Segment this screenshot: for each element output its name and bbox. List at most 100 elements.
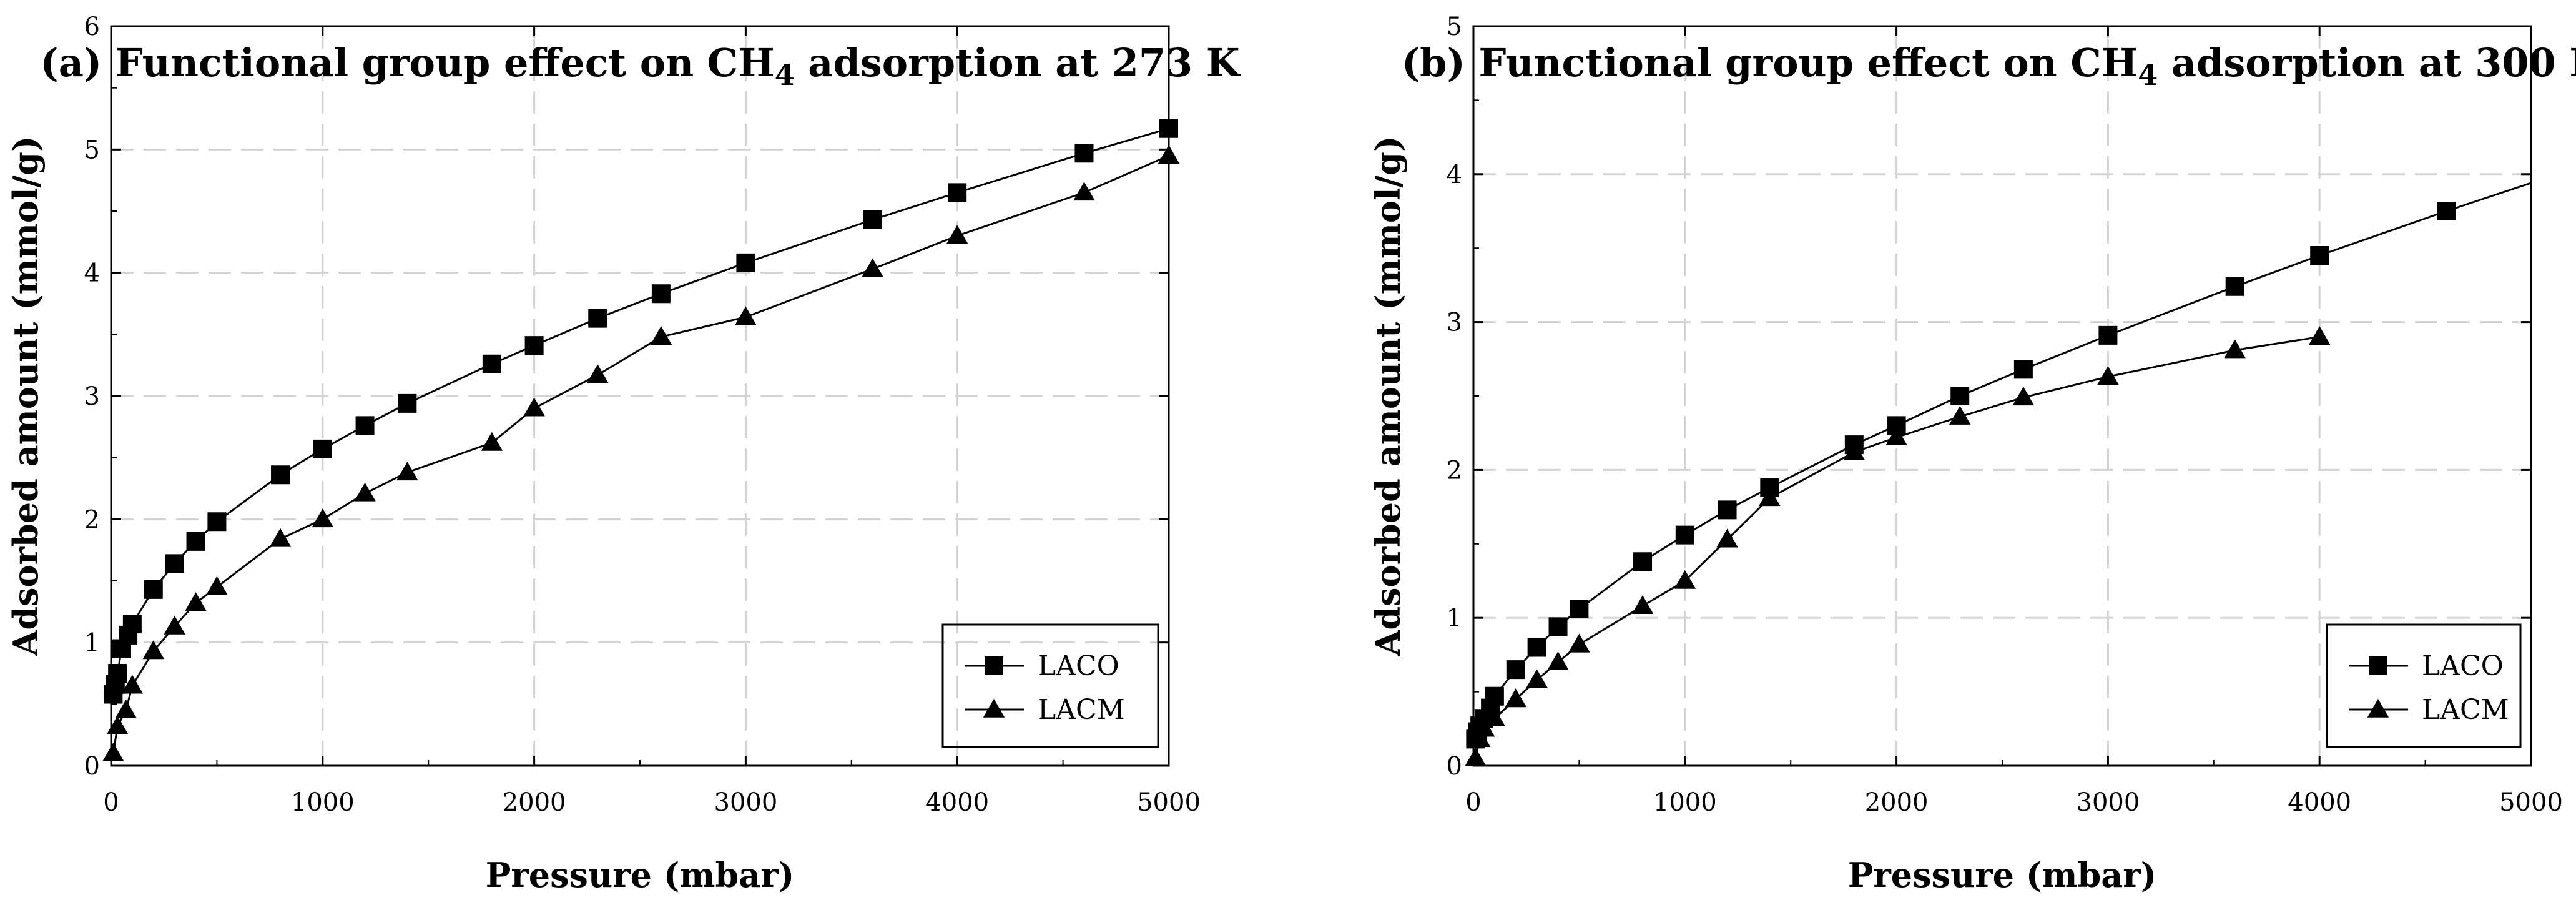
x-tick-label: 4000 <box>2288 788 2351 817</box>
lacm-data-point <box>142 640 165 660</box>
lacm-data-point <box>1949 405 1971 425</box>
laco-data-point <box>186 532 205 551</box>
laco-data-point <box>1485 686 1504 706</box>
lacm-data-point <box>396 462 418 481</box>
y-tick-label: 4 <box>1447 161 1462 189</box>
lacm-data-point <box>735 306 757 325</box>
panel-b-grid <box>1473 26 2531 766</box>
panel-b-series <box>1465 182 2532 766</box>
lacm-data-point <box>1631 595 1654 615</box>
laco-data-point <box>1506 660 1525 680</box>
lacm-data-point <box>1505 688 1527 708</box>
x-tick-label: 4000 <box>925 788 989 817</box>
y-tick-label: 6 <box>84 12 100 41</box>
laco-data-point <box>2098 325 2118 345</box>
panel-a-grid <box>111 26 1169 766</box>
lacm-data-point <box>481 432 503 451</box>
panel-a-legend-entry-laco: LACO <box>965 650 1119 682</box>
lacm-data-point <box>523 397 545 417</box>
x-tick-label: 1000 <box>291 788 355 817</box>
laco-data-point <box>1570 599 1589 618</box>
lacm-data-point <box>312 508 334 528</box>
lacm-data-point <box>185 592 207 611</box>
panel-b-title: (b) Functional group effect on CH4 adsor… <box>1402 40 2576 92</box>
laco-data-point <box>313 439 332 458</box>
lacm-data-point <box>1674 570 1696 589</box>
lacm-line <box>1474 335 2320 759</box>
lacm-data-point <box>102 743 124 762</box>
panel-a: 0 1000 2000 3000 4000 5000 0 1 2 3 4 5 6 (a) Functio… <box>6 12 1241 895</box>
laco-data-point <box>1950 387 1970 405</box>
laco-data-point <box>398 393 417 413</box>
lacm-data-point <box>1483 707 1506 726</box>
lacm-data-point <box>1468 728 1491 748</box>
lacm-data-point <box>206 576 228 595</box>
laco-data-point <box>144 580 163 599</box>
lacm-data-point <box>1465 747 1487 766</box>
x-tick-label: 2000 <box>503 788 566 817</box>
laco-data-point <box>2437 202 2456 220</box>
lacm-data-point <box>1073 182 1095 201</box>
laco-data-point <box>1887 416 1906 435</box>
x-tick-label: 3000 <box>714 788 778 817</box>
lacm-data-point <box>354 482 376 502</box>
panel-b-ticks: 0 1000 2000 3000 4000 5000 0 1 2 3 4 5 <box>1447 12 2563 817</box>
lacm-data-point <box>2012 387 2035 406</box>
triangle-legend-marker <box>983 698 1005 718</box>
lacm-data-point <box>2308 326 2331 345</box>
laco-data-point <box>524 336 544 355</box>
y-tick-label: 0 <box>84 752 100 781</box>
lacm-data-point <box>1568 633 1590 653</box>
laco-data-point <box>165 554 184 573</box>
lacm-data-point <box>586 364 609 383</box>
panel-a-x-axis-label: Pressure (mbar) <box>486 855 795 895</box>
panel-a-series <box>102 119 1180 762</box>
lacm-data-point <box>1547 651 1569 670</box>
panel-a-ticks: 0 1000 2000 3000 4000 5000 0 1 2 3 4 5 6 <box>84 12 1201 817</box>
legend-triangle-marker <box>2367 698 2389 718</box>
lacm-data-point <box>115 699 137 718</box>
panel-a-title: (a) Functional group effect on CH4 adsor… <box>40 40 1241 92</box>
legend-square-marker <box>2369 656 2387 675</box>
y-tick-label: 5 <box>1447 12 1462 41</box>
lacm-data-point <box>164 615 185 635</box>
legend-triangle-marker <box>983 698 1005 718</box>
triangle-legend-marker <box>2367 698 2389 718</box>
legend-square-marker <box>985 656 1003 675</box>
legend-label: LACO <box>2422 650 2504 682</box>
panel-b-x-axis-label: Pressure (mbar) <box>1848 855 2157 895</box>
y-tick-label: 3 <box>84 382 100 411</box>
y-tick-label: 1 <box>84 629 100 658</box>
x-tick-label: 0 <box>1465 788 1481 817</box>
lacm-data-point <box>1716 528 1738 548</box>
lacm-data-point <box>1473 718 1495 737</box>
laco-data-point <box>2225 277 2244 296</box>
lacm-data-point <box>946 225 968 244</box>
x-tick-label: 5000 <box>2499 788 2563 817</box>
panel-b-legend-entry-laco: LACO <box>2349 650 2504 682</box>
x-tick-label: 2000 <box>1865 788 1929 817</box>
laco-data-point <box>588 309 607 328</box>
square-legend-marker <box>985 656 1003 675</box>
laco-data-point <box>651 284 671 304</box>
laco-data-point <box>1527 638 1546 657</box>
lacm-line <box>112 154 1169 754</box>
laco-line <box>1474 182 2532 739</box>
lacm-data-point <box>1885 427 1907 446</box>
laco-data-point <box>482 354 501 373</box>
legend-label: LACM <box>2422 694 2509 726</box>
panel-b-legend-box <box>2326 623 2522 748</box>
x-tick-label: 0 <box>103 788 119 817</box>
laco-line <box>112 127 1169 695</box>
laco-data-point <box>863 210 882 229</box>
laco-data-point <box>1633 552 1653 571</box>
panel-b-legend: LACO LACM <box>2326 623 2522 748</box>
laco-data-point <box>122 615 142 634</box>
legend-label: LACO <box>1038 650 1119 682</box>
y-tick-label: 0 <box>1447 752 1462 781</box>
laco-data-point <box>2310 246 2329 265</box>
y-tick-label: 2 <box>1447 456 1462 485</box>
legend-label: LACM <box>1038 694 1125 726</box>
panel-a-legend: LACO LACM <box>941 623 1159 748</box>
lacm-data-point <box>1526 669 1548 688</box>
